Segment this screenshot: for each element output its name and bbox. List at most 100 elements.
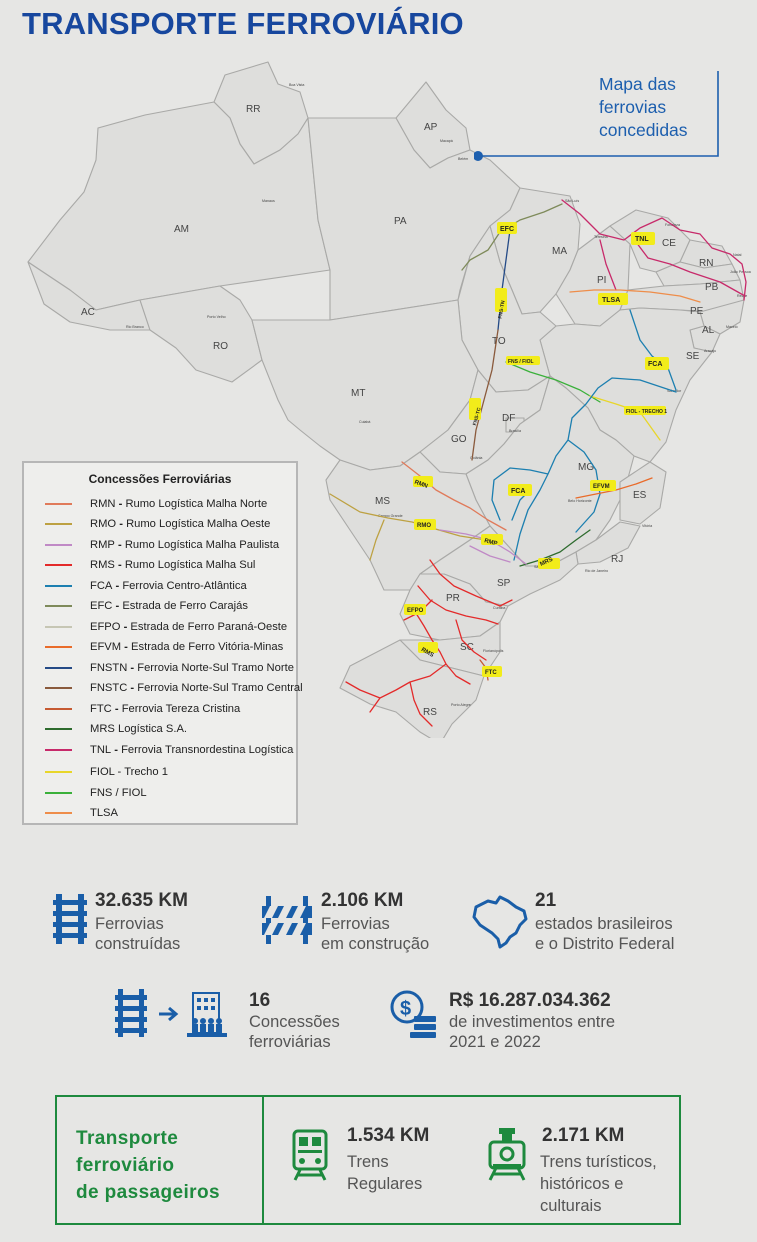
legend-code: EFC bbox=[90, 600, 113, 612]
svg-text:TO: TO bbox=[492, 336, 506, 347]
steam-train-icon bbox=[488, 1128, 526, 1181]
railway-lines bbox=[329, 199, 747, 727]
legend-code: FNS / FIOL bbox=[90, 787, 147, 799]
legend-item-mrs: MRS Logística S.A. bbox=[45, 722, 187, 736]
svg-text:Rio Branco: Rio Branco bbox=[126, 325, 144, 329]
legend-desc: Estrada de Ferro Paraná-Oeste bbox=[130, 621, 288, 633]
legend-code: FIOL - Trecho 1 bbox=[90, 766, 168, 778]
svg-text:Belém: Belém bbox=[458, 157, 468, 161]
svg-text:MA: MA bbox=[552, 246, 567, 257]
legend-item-fnstc: FNSTC - Ferrovia Norte-Sul Tramo Central bbox=[45, 681, 303, 695]
svg-text:RJ: RJ bbox=[611, 554, 623, 565]
svg-text:RO: RO bbox=[213, 341, 228, 352]
legend-code: FNSTC bbox=[90, 682, 128, 694]
concessions-label: Concessões ferroviárias bbox=[249, 1013, 340, 1051]
money-coins-icon: $ bbox=[390, 990, 436, 1038]
brazil-map-icon bbox=[472, 895, 528, 949]
svg-text:Manaus: Manaus bbox=[262, 199, 275, 203]
legend-swatch bbox=[45, 646, 72, 649]
legend-code: EFPO bbox=[90, 621, 121, 633]
construction-label: Ferrovias em construção bbox=[321, 915, 430, 953]
line-fns-fiol bbox=[505, 361, 601, 403]
legend-swatch bbox=[45, 708, 72, 711]
legend-code: RMP bbox=[90, 539, 115, 551]
svg-text:Natal: Natal bbox=[733, 253, 742, 257]
svg-text:FCA: FCA bbox=[511, 488, 525, 495]
legend-item-efvm: EFVM - Estrada de Ferro Vitória-Minas bbox=[45, 640, 283, 654]
investment-value: R$ 16.287.034.362 bbox=[449, 990, 611, 1011]
svg-text:RMS: RMS bbox=[420, 647, 435, 659]
state-labels: RR AP AM PA MA CE RN PB PE AL SE PI AC R… bbox=[81, 104, 719, 718]
svg-text:MG: MG bbox=[578, 462, 594, 473]
svg-text:FNS / FIOL: FNS / FIOL bbox=[508, 359, 534, 365]
svg-text:DF: DF bbox=[502, 413, 515, 424]
svg-text:João Pessoa: João Pessoa bbox=[730, 270, 751, 274]
legend-desc: Rumo Logística Malha Norte bbox=[125, 498, 268, 510]
states-value: 21 bbox=[535, 890, 557, 911]
svg-text:PI: PI bbox=[597, 275, 606, 286]
brazil-railway-map: .st{fill:#dededc;stroke:#a9a9a7;stroke-w… bbox=[27, 61, 751, 738]
svg-text:PB: PB bbox=[705, 282, 719, 293]
railway-tags: EFC TNL TLSA FNS / FIOL FCA FIOL - TRECH… bbox=[404, 222, 669, 677]
svg-text:SE: SE bbox=[686, 351, 700, 362]
legend-title: Concessões Ferroviárias bbox=[88, 472, 232, 486]
line-efvm bbox=[575, 477, 653, 499]
legend-swatch bbox=[45, 728, 72, 731]
svg-text:CE: CE bbox=[662, 238, 676, 249]
callout-connector bbox=[474, 71, 719, 161]
svg-text:TLSA: TLSA bbox=[602, 297, 620, 304]
svg-text:Cuiabá: Cuiabá bbox=[359, 420, 370, 424]
svg-text:$: $ bbox=[400, 998, 411, 1020]
svg-text:Florianópolis: Florianópolis bbox=[483, 649, 504, 653]
legend-desc: Ferrovia Centro-Atlântica bbox=[122, 580, 247, 592]
svg-text:Maceió: Maceió bbox=[726, 325, 738, 329]
svg-text:FNS-TN: FNS-TN bbox=[497, 300, 506, 319]
legend-code: RMN bbox=[90, 498, 116, 510]
svg-text:AM: AM bbox=[174, 224, 189, 235]
svg-text:EFPO: EFPO bbox=[407, 608, 424, 614]
track-to-building-icon bbox=[115, 989, 227, 1037]
svg-text:RMP: RMP bbox=[483, 538, 497, 547]
legend-item-tnl: TNL - Ferrovia Transnordestina Logística bbox=[45, 743, 293, 757]
svg-text:RS: RS bbox=[423, 707, 437, 718]
legend-swatch bbox=[45, 687, 72, 690]
regular-value: 1.534 KM bbox=[347, 1125, 430, 1146]
passenger-title: Transporte ferroviário de passageiros bbox=[76, 1128, 220, 1203]
legend-desc: Rumo Logística Malha Paulista bbox=[124, 539, 280, 551]
svg-text:Boa Vista: Boa Vista bbox=[289, 83, 304, 87]
svg-text:MT: MT bbox=[351, 388, 365, 399]
state-rj bbox=[575, 521, 641, 565]
legend-desc: Ferrovia Norte-Sul Tramo Central bbox=[137, 682, 303, 694]
legend-item-efpo: EFPO - Estrada de Ferro Paraná-Oeste bbox=[45, 620, 287, 634]
line-tnl bbox=[561, 199, 747, 301]
svg-text:EFC: EFC bbox=[500, 226, 514, 233]
legend-desc: Rumo Logística Malha Sul bbox=[124, 559, 256, 571]
built-value: 32.635 KM bbox=[95, 890, 188, 911]
tourist-label: Trens turísticos, históricos e culturais bbox=[540, 1153, 657, 1215]
state-es bbox=[619, 461, 667, 525]
map-callout: Mapa das ferrovias concedidas bbox=[599, 74, 688, 140]
legend-desc: Rumo Logística Malha Oeste bbox=[126, 518, 271, 530]
legend-swatch bbox=[45, 812, 72, 815]
svg-text:Vitória: Vitória bbox=[642, 524, 652, 528]
svg-text:Aracaju: Aracaju bbox=[704, 349, 716, 353]
legend-item-ftc: FTC - Ferrovia Tereza Cristina bbox=[45, 702, 240, 716]
legend-code: MRS bbox=[90, 723, 115, 735]
line-rmo bbox=[329, 493, 487, 561]
concessions-value: 16 bbox=[249, 990, 271, 1011]
legend-item-rms: RMS - Rumo Logística Malha Sul bbox=[45, 558, 255, 572]
legend-swatch bbox=[45, 564, 72, 567]
svg-text:Macapá: Macapá bbox=[440, 139, 453, 143]
svg-text:Belo Horizonte: Belo Horizonte bbox=[568, 499, 592, 503]
legend-code: FTC bbox=[90, 703, 112, 715]
svg-text:FNS-TC: FNS-TC bbox=[472, 407, 483, 427]
legend: Concessões Ferroviárias RMN - Rumo Logís… bbox=[22, 461, 303, 825]
city-labels: Boa Vista Macapá Belém Manaus São Luís T… bbox=[126, 83, 751, 707]
svg-text:Rio de Janeiro: Rio de Janeiro bbox=[585, 569, 608, 573]
legend-desc: Estrada de Ferro Carajás bbox=[122, 600, 248, 612]
built-label: Ferrovias construídas bbox=[95, 915, 181, 953]
legend-desc: Ferrovia Transnordestina Logística bbox=[121, 744, 294, 756]
passenger-divider bbox=[262, 1095, 264, 1225]
legend-item-fns-fiol: FNS / FIOL bbox=[45, 786, 147, 800]
svg-text:AP: AP bbox=[424, 122, 438, 133]
